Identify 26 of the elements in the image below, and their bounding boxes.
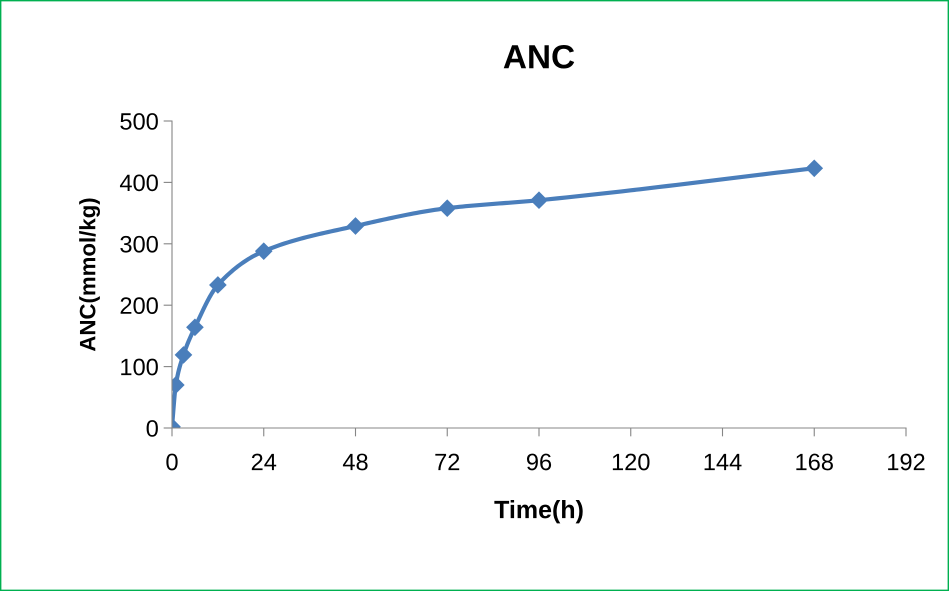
point (209, 276, 226, 294)
point (530, 192, 548, 209)
x-tick-label: 48 (342, 454, 368, 470)
y-tick-label: 200 (120, 297, 158, 314)
x-tick-label: 96 (526, 454, 552, 470)
x-tick-label: 24 (252, 454, 276, 470)
x-tick-label: 168 (796, 454, 833, 470)
point (806, 160, 823, 177)
y-tick-label: 0 (146, 420, 158, 437)
point (174, 346, 192, 364)
x-tick-label: 0 (166, 454, 178, 470)
x-axis-title: Time(h) (494, 500, 583, 524)
point (438, 200, 456, 217)
chart-title: ANC (504, 44, 574, 69)
point (186, 318, 204, 336)
y-tick-label: 300 (120, 236, 158, 253)
y-tick-label: 500 (120, 113, 158, 130)
point (346, 217, 364, 235)
x-tick-label: 120 (612, 454, 650, 470)
y-tick-label: 100 (121, 358, 158, 376)
y-axis-title: ANC(mmol/kg) (79, 198, 100, 352)
x-tick-label: 72 (435, 454, 460, 470)
x-tick-label: 144 (704, 454, 742, 470)
point (255, 242, 272, 260)
x-tick-label: 192 (888, 454, 925, 470)
y-tick-label: 400 (120, 174, 158, 192)
